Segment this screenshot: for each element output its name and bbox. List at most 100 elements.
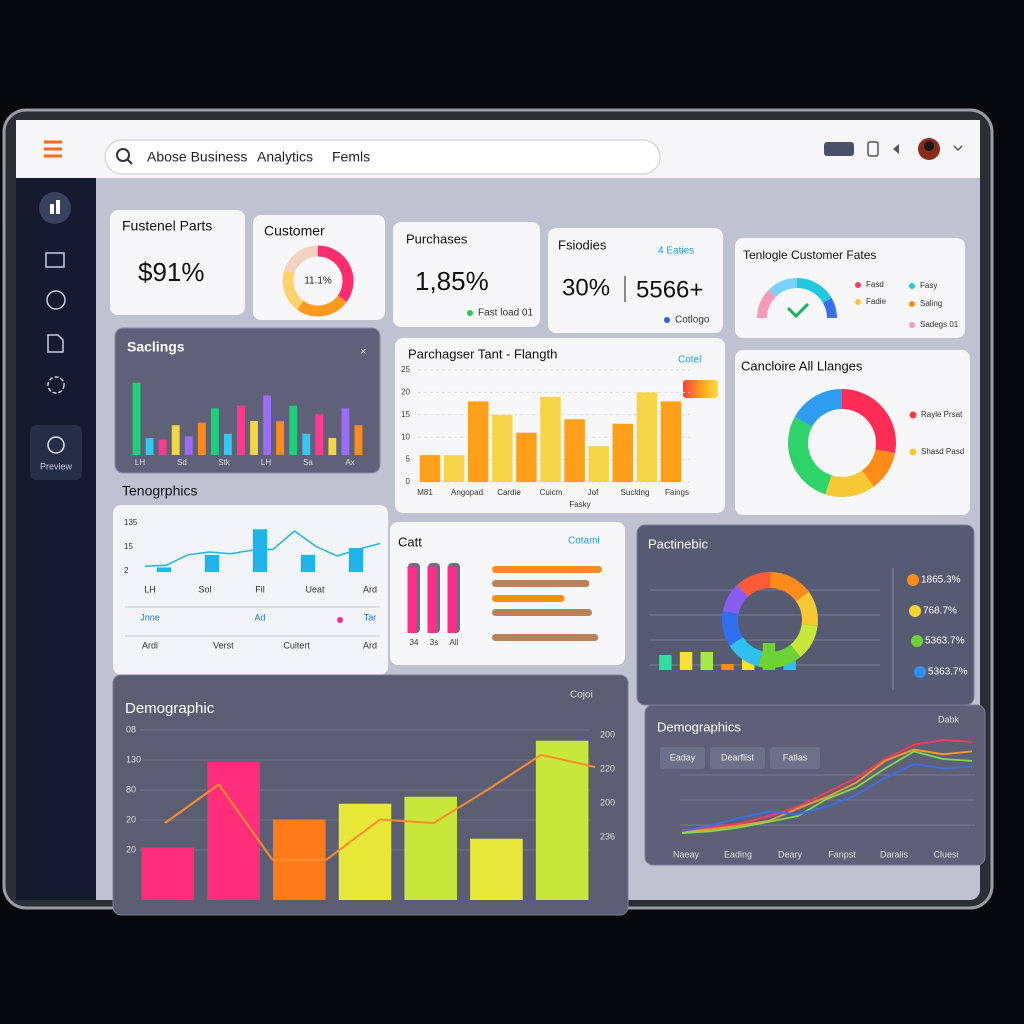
bar — [492, 634, 599, 641]
row-label: Tar — [364, 612, 377, 622]
sidebar-icon — [47, 436, 65, 454]
logo-mark — [56, 200, 60, 214]
close-icon: × — [360, 346, 366, 358]
donut-segment — [722, 585, 749, 615]
menu: Dabk — [938, 714, 960, 724]
panel-title: Demographic — [125, 700, 215, 717]
donut-segment — [795, 591, 818, 627]
bar — [721, 664, 734, 670]
label: Analytics — [257, 149, 313, 165]
legend-swatch — [909, 448, 917, 456]
y-tick-label: 200 — [600, 797, 615, 807]
axis-label: Fasky — [569, 500, 590, 509]
legend-label: 5363.7% — [928, 667, 968, 678]
donut-segment — [841, 389, 896, 454]
menu-icon[interactable] — [44, 140, 62, 158]
line — [681, 739, 973, 832]
icon[interactable] — [893, 144, 899, 154]
card-title: Fustenel Parts — [122, 218, 212, 234]
tab[interactable] — [710, 747, 765, 769]
bar — [659, 655, 672, 670]
x-tick-label: Sa — [303, 458, 313, 467]
gauge-arc — [822, 297, 837, 319]
tab-label: Fatlas — [783, 752, 808, 762]
legend-swatch — [914, 666, 926, 678]
tab[interactable] — [770, 747, 820, 769]
legend-swatch — [909, 322, 915, 328]
sidebar-icon[interactable] — [45, 252, 65, 268]
x-tick-label: Eading — [724, 849, 752, 859]
gauge-arc — [796, 278, 832, 304]
x-tick-label: 3s — [430, 638, 438, 647]
legend-label: Shasd Pasd — [921, 447, 964, 456]
kpi-value: $91% — [138, 257, 205, 287]
icon[interactable] — [867, 141, 879, 157]
logo-mark — [50, 204, 54, 214]
donut-segment — [861, 448, 896, 487]
bar — [132, 382, 141, 455]
y-tick-label: 20 — [126, 814, 136, 824]
status-dot — [664, 317, 670, 323]
label: Femls — [332, 149, 370, 165]
x-tick-label: Daralis — [880, 849, 909, 859]
bar — [158, 439, 167, 455]
bar — [660, 401, 682, 482]
row-label: Jnne — [140, 612, 160, 622]
y-tick-label: 25 — [401, 365, 410, 374]
bar — [338, 803, 392, 900]
bar — [679, 652, 693, 670]
label: Abose Business — [147, 149, 247, 165]
row-label: Ardi — [142, 640, 158, 650]
sidebar-icon[interactable] — [46, 290, 66, 310]
y-tick-label: 236 — [600, 831, 615, 841]
bar — [492, 595, 565, 602]
bar — [250, 421, 258, 455]
panel-title: Catt — [398, 534, 422, 549]
bar — [492, 580, 590, 587]
panel-title: Parchagser Tant - Flangth — [408, 346, 557, 361]
tab[interactable] — [660, 747, 705, 769]
kpi-note: Cotlogo — [675, 315, 710, 326]
legend-swatch — [683, 380, 718, 398]
x-tick-label: Cardie — [497, 488, 521, 497]
x-tick-label: 34 — [410, 638, 419, 647]
bar — [171, 425, 180, 455]
donut-segment — [282, 270, 304, 310]
tab-label: Dearflist — [721, 752, 755, 762]
donut-segment — [788, 416, 832, 495]
gauge-arc — [757, 289, 777, 319]
sidebar-icon[interactable] — [47, 376, 65, 394]
legend-label: Fasy — [920, 281, 937, 290]
x-tick-label: LH — [261, 458, 271, 467]
y-tick-label: 20 — [401, 388, 410, 397]
x-tick-label: Cuicm — [540, 488, 563, 497]
donut-segment — [794, 389, 843, 428]
bar — [348, 548, 364, 572]
kpi-value: 30% — [562, 274, 610, 301]
legend-label: Cotami — [568, 536, 600, 547]
legend-swatch — [855, 282, 861, 288]
legend-swatch — [907, 574, 919, 586]
bar — [700, 652, 713, 670]
sidebar-icon[interactable] — [47, 334, 64, 353]
x-tick-label: Fanpst — [828, 849, 856, 859]
x-tick-label: LH — [135, 458, 145, 467]
donut-segment — [825, 470, 874, 497]
legend-swatch — [911, 635, 923, 647]
bar — [197, 422, 206, 455]
menu: Cojoi — [570, 690, 593, 701]
donut-segment — [729, 636, 763, 667]
bar — [492, 566, 602, 573]
x-tick-label: Naeay — [673, 849, 700, 859]
x-tick-label: Deary — [778, 849, 803, 859]
x-tick-label: Sucldng — [621, 488, 650, 497]
panel-title: Saclings — [127, 339, 185, 355]
dropdown[interactable] — [953, 145, 963, 152]
badge[interactable] — [824, 142, 854, 156]
card-title: Customer — [264, 223, 325, 239]
sidebar-logo[interactable] — [39, 192, 71, 224]
line — [144, 530, 381, 568]
search-box[interactable] — [104, 139, 661, 175]
